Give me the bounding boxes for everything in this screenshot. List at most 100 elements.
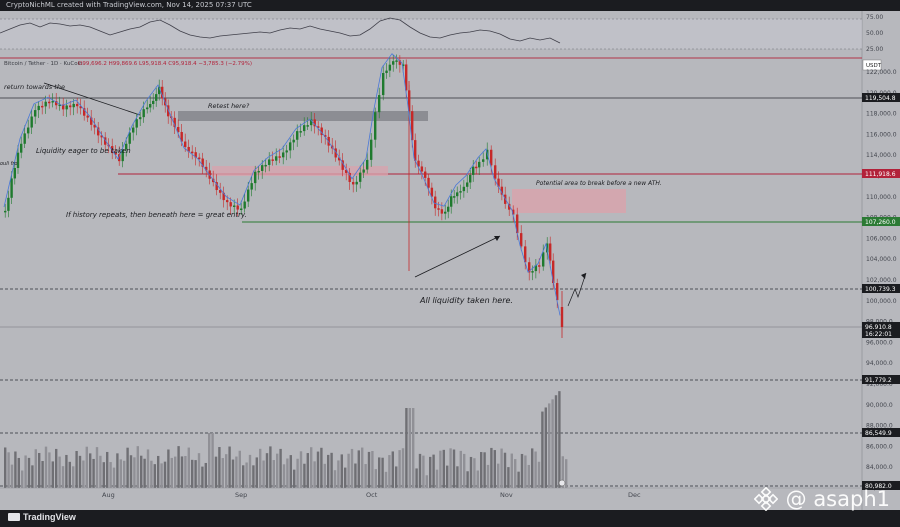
- volume-bar: [21, 470, 24, 488]
- volume-bar: [24, 455, 27, 488]
- volume-bar: [276, 453, 279, 488]
- price-tick: 100,000.0: [866, 298, 897, 305]
- volume-bar: [116, 453, 119, 488]
- volume-bar: [422, 455, 425, 488]
- candle-body: [100, 135, 103, 138]
- candle-body: [149, 104, 152, 108]
- candle-body: [93, 124, 96, 128]
- candle-body: [417, 160, 420, 167]
- volume-bar: [191, 459, 194, 488]
- price-tick: 102,000.0: [866, 277, 897, 284]
- price-label: 96,910.8: [865, 324, 892, 331]
- volume-bar: [531, 448, 534, 488]
- volume-bar: [371, 451, 374, 488]
- volume-bar: [381, 457, 384, 488]
- candle-body: [310, 119, 313, 126]
- price-tick: 118,000.0: [866, 111, 897, 118]
- volume-bar: [446, 465, 449, 488]
- volume-bar: [218, 447, 221, 488]
- candle-body: [76, 103, 79, 107]
- candle-body: [86, 115, 89, 118]
- volume-bar: [197, 453, 201, 488]
- volume-bar: [163, 461, 167, 488]
- candle-body: [7, 197, 10, 211]
- volume-bar: [65, 454, 68, 488]
- candle-body: [184, 141, 187, 147]
- candle-body: [395, 60, 398, 62]
- candle-body: [41, 105, 44, 108]
- price-label-box: [862, 169, 900, 178]
- volume-bar: [78, 455, 82, 488]
- candle-body: [79, 106, 82, 109]
- candle-body: [341, 160, 344, 170]
- candle-body: [16, 152, 20, 168]
- candle-body: [30, 116, 33, 128]
- candle-body: [494, 165, 497, 179]
- candle-body: [385, 70, 388, 74]
- candle-body: [58, 104, 61, 107]
- candle-body: [440, 209, 444, 214]
- volume-bar: [41, 461, 44, 488]
- volume-bar: [459, 450, 462, 488]
- volume-bar: [347, 453, 350, 488]
- binance-diamond-icon: [753, 487, 778, 511]
- candle-body: [472, 166, 475, 175]
- price-label: 107,260.0: [865, 219, 896, 226]
- candle-body: [549, 243, 552, 261]
- volume-bar: [289, 455, 292, 488]
- volume-bar: [102, 462, 105, 488]
- volume-bar: [44, 446, 48, 488]
- volume-bar: [201, 466, 204, 488]
- volume-bar: [55, 448, 58, 488]
- price-tick: 92,000.0: [866, 381, 893, 388]
- volume-bar: [143, 458, 146, 488]
- candle-body: [552, 260, 555, 284]
- volume-bar: [72, 466, 75, 488]
- volume-bar: [282, 464, 286, 488]
- candle-body: [142, 109, 145, 118]
- volume-bar: [153, 464, 156, 488]
- volume-bar: [490, 447, 493, 488]
- volume-bar: [395, 466, 398, 488]
- x-tick-nov: Nov: [500, 491, 513, 499]
- candle-body: [128, 132, 131, 144]
- volume-bar: [157, 455, 160, 488]
- volume-bar: [378, 457, 381, 488]
- replay-icon[interactable]: [558, 479, 566, 487]
- tradingview-brand[interactable]: TradingView: [8, 512, 76, 522]
- candle-body: [450, 196, 453, 207]
- volume-bar: [439, 450, 442, 488]
- symbol-legend[interactable]: Bitcoin / Tether · 1D · KuCoin: [4, 61, 83, 67]
- volume-bar: [119, 459, 122, 488]
- candle-body: [497, 178, 500, 187]
- candle-body: [13, 167, 16, 179]
- volume-bar: [466, 471, 469, 488]
- volume-bar: [214, 456, 218, 488]
- volume-bar: [194, 460, 197, 488]
- candle-body: [51, 101, 54, 103]
- price-chart[interactable]: 75.00 50.00 25.00 Bitcoin / Tether · 1D …: [0, 11, 900, 510]
- volume-bar: [337, 460, 340, 488]
- volume-bar: [140, 455, 143, 488]
- volume-bar: [204, 462, 207, 488]
- candle-body: [240, 208, 243, 211]
- volume-bar: [473, 458, 476, 488]
- candle-body: [121, 149, 124, 162]
- candle-body: [180, 131, 183, 142]
- volume-bar: [493, 450, 496, 488]
- x-tick-dec: Dec: [628, 491, 641, 499]
- candle-body: [405, 64, 408, 91]
- volume-bar: [265, 453, 269, 488]
- annotation-edge-fragment: ouli fro: [0, 161, 17, 167]
- currency-label[interactable]: USDT: [866, 63, 882, 69]
- candle-body: [161, 86, 164, 99]
- volume-bar: [480, 452, 483, 488]
- candle-body: [292, 139, 295, 143]
- candle-body: [198, 157, 201, 160]
- candle-body: [4, 210, 7, 213]
- volume-bar: [95, 447, 99, 488]
- volume-bar: [565, 459, 568, 488]
- volume-bar: [180, 456, 184, 488]
- volume-bar: [483, 452, 486, 488]
- volume-bar: [408, 408, 411, 488]
